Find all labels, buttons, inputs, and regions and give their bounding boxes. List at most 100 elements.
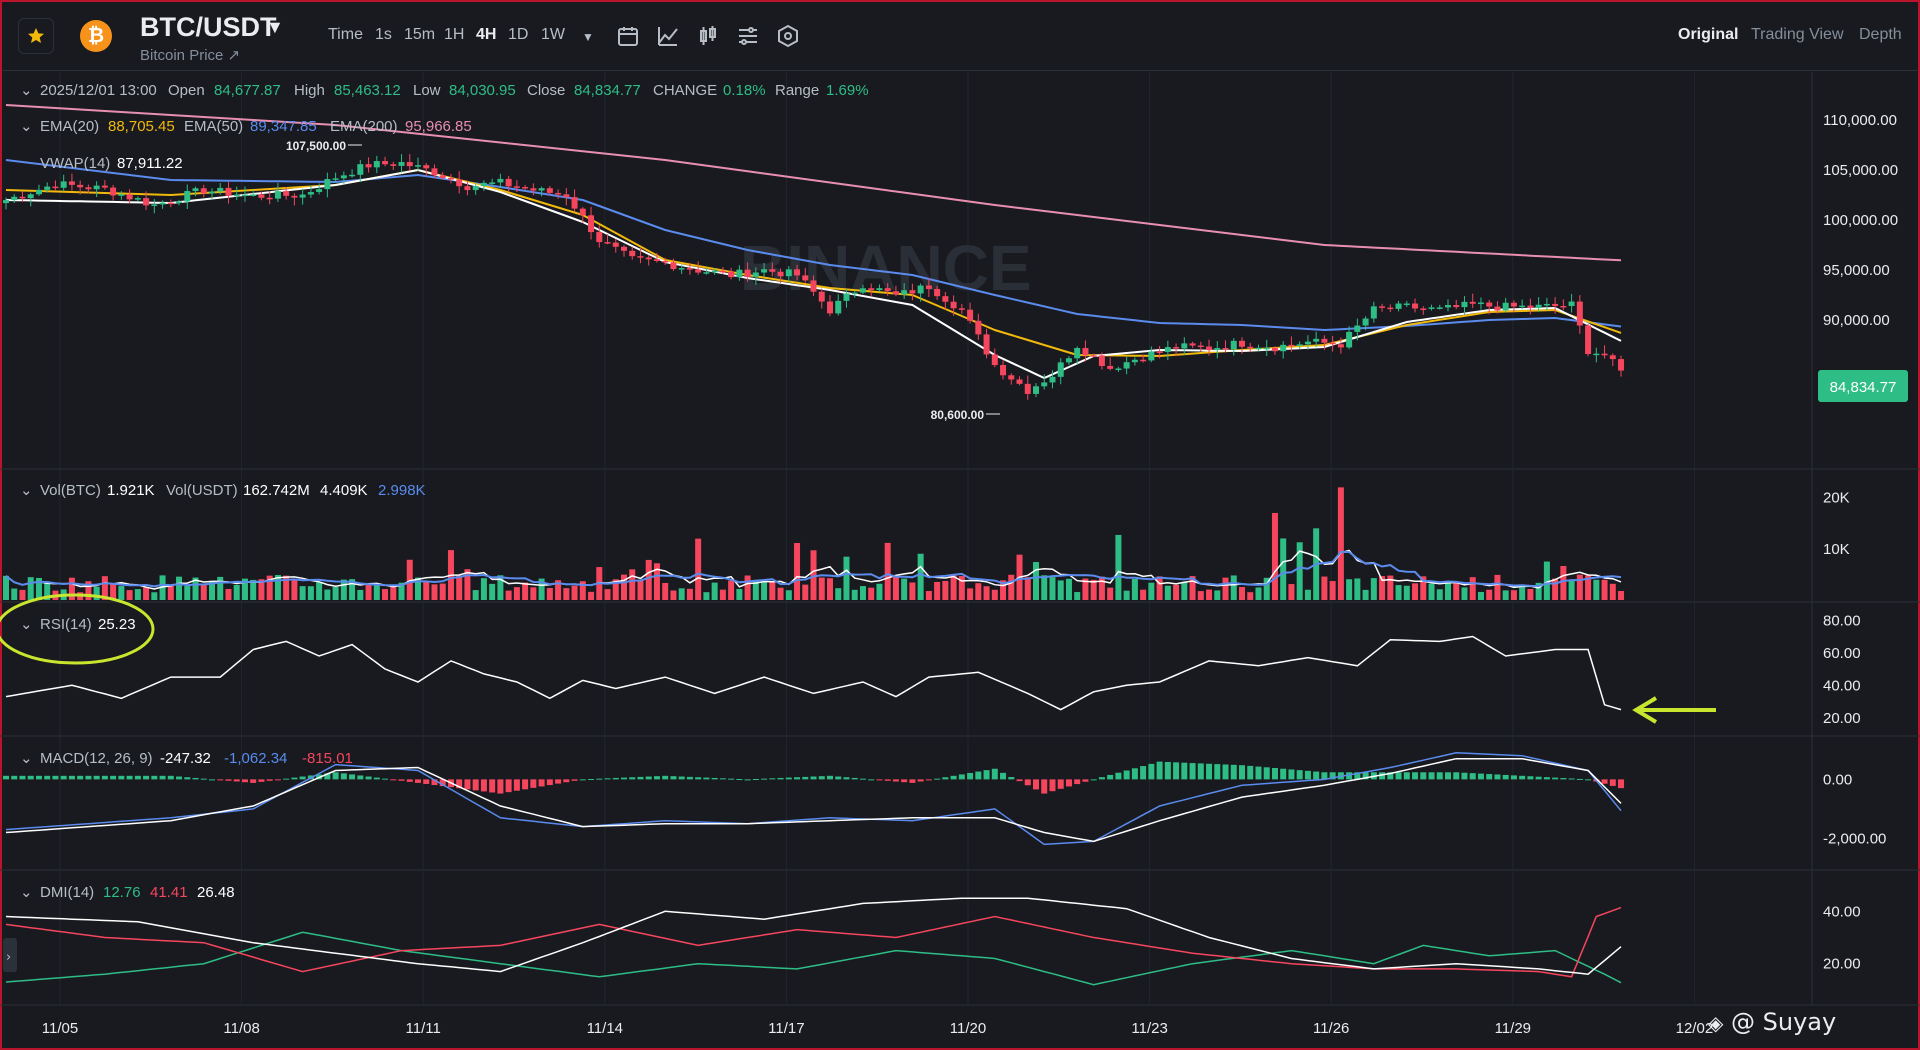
rsi-axis: 80.00 60.00 40.00 20.00 bbox=[1823, 612, 1861, 727]
volume-bar bbox=[810, 550, 817, 600]
pair-dropdown-icon[interactable]: ▼ bbox=[266, 17, 284, 37]
rsi-collapse-icon[interactable]: ⌄ bbox=[20, 616, 33, 633]
pair-title[interactable]: BTC/USDT bbox=[140, 12, 277, 42]
candle-type-icon[interactable] bbox=[696, 24, 720, 48]
volume-bar bbox=[3, 575, 9, 600]
timeframe-15m[interactable]: 15m bbox=[404, 26, 436, 43]
tab-depth[interactable]: Depth bbox=[1859, 26, 1902, 43]
volume-bar bbox=[1222, 577, 1229, 600]
candle-body bbox=[1576, 301, 1583, 326]
indicator-icon[interactable] bbox=[656, 24, 680, 48]
candle-body bbox=[1403, 303, 1410, 306]
candle-body bbox=[27, 194, 34, 199]
volume-bar bbox=[398, 582, 405, 600]
volume-bar bbox=[909, 582, 916, 600]
pair-subtitle-link[interactable]: Bitcoin Price ↗ bbox=[140, 47, 241, 64]
candle-body bbox=[868, 288, 875, 291]
volume-bar bbox=[1033, 562, 1039, 600]
candle-body bbox=[365, 164, 372, 168]
macd-histogram-bar bbox=[464, 779, 471, 790]
volume-bar bbox=[588, 591, 595, 600]
candle-body bbox=[299, 194, 306, 198]
candle-body bbox=[810, 280, 817, 292]
macd-histogram-bar bbox=[266, 779, 273, 781]
volume-bar bbox=[1214, 590, 1221, 600]
candle-body bbox=[1593, 353, 1600, 356]
timeframe-4h[interactable]: 4H bbox=[476, 26, 497, 43]
candle-body bbox=[859, 288, 866, 293]
candle-body bbox=[653, 259, 660, 261]
dmi-collapse-icon[interactable]: ⌄ bbox=[20, 884, 33, 901]
volume-bar bbox=[118, 586, 125, 600]
hexagon-settings-icon[interactable] bbox=[776, 24, 800, 48]
candle-body bbox=[1337, 344, 1344, 348]
timeframe-1h[interactable]: 1H bbox=[444, 26, 465, 43]
timeframe-time[interactable]: Time bbox=[328, 26, 363, 43]
macd-tick-label: -2,000.00 bbox=[1823, 830, 1886, 847]
candle-body bbox=[1140, 359, 1147, 362]
candle-body bbox=[1395, 303, 1402, 309]
volume-bar bbox=[1255, 587, 1262, 600]
legend-collapse-icon[interactable]: ⌄ bbox=[20, 82, 33, 99]
macd-histogram-bar bbox=[241, 779, 248, 783]
macd-collapse-icon[interactable]: ⌄ bbox=[20, 750, 33, 767]
volume-bar bbox=[332, 586, 339, 600]
volume-bar bbox=[1049, 577, 1056, 600]
rsi-tick-label: 40.00 bbox=[1823, 677, 1861, 694]
candle-body bbox=[1453, 305, 1460, 308]
candle-body bbox=[719, 270, 726, 273]
layout-settings-icon[interactable] bbox=[736, 24, 760, 48]
bitcoin-logo-icon: ₿ bbox=[80, 20, 112, 52]
timeframe-1w[interactable]: 1W bbox=[541, 26, 565, 43]
volume-bar bbox=[637, 579, 644, 600]
volume-bar bbox=[217, 576, 224, 600]
candle-body bbox=[1239, 340, 1245, 347]
favorite-button[interactable] bbox=[18, 18, 54, 54]
candlestick-series bbox=[3, 154, 1625, 400]
tab-trading-view[interactable]: Trading View bbox=[1751, 26, 1844, 43]
volume-bar bbox=[1395, 585, 1402, 600]
ema-collapse-icon[interactable]: ⌄ bbox=[20, 118, 33, 135]
volume-bar bbox=[151, 592, 158, 600]
macd-histogram-bar bbox=[1552, 777, 1559, 780]
macd-histogram-bar bbox=[1510, 775, 1517, 780]
macd-histogram-bar bbox=[489, 779, 496, 793]
macd-histogram-bar bbox=[835, 776, 842, 780]
ohlc-date: 2025/12/01 13:00 bbox=[40, 82, 157, 99]
volume-bar bbox=[1593, 579, 1600, 600]
timeframe-1s[interactable]: 1s bbox=[375, 26, 392, 43]
candle-body bbox=[1313, 338, 1320, 342]
more-timeframes-icon[interactable]: ▼ bbox=[582, 30, 594, 44]
volume-bar bbox=[209, 581, 215, 600]
volume-bar bbox=[1181, 581, 1188, 600]
volume-bar bbox=[497, 575, 504, 600]
volume-bar bbox=[835, 588, 842, 600]
volume-bar bbox=[967, 588, 974, 600]
candle-body bbox=[250, 194, 257, 196]
tab-original[interactable]: Original bbox=[1678, 26, 1739, 43]
volume-bar bbox=[464, 569, 471, 600]
ema20-label: EMA(20) bbox=[40, 118, 99, 135]
macd-histogram-bar bbox=[1247, 765, 1254, 780]
volume-bar bbox=[876, 583, 883, 600]
candle-body bbox=[1214, 348, 1221, 351]
rsi-highlight-circle bbox=[0, 593, 155, 665]
macd-histogram-bar bbox=[1436, 772, 1443, 780]
volume-collapse-icon[interactable]: ⌄ bbox=[20, 482, 33, 499]
volume-bar bbox=[373, 584, 380, 600]
candle-body bbox=[950, 301, 957, 309]
volume-bar bbox=[1230, 575, 1237, 600]
macd-histogram-bar bbox=[752, 779, 759, 781]
candle-body bbox=[1346, 331, 1353, 348]
scroll-left-handle[interactable]: › bbox=[3, 938, 17, 972]
macd-histogram-bar bbox=[472, 779, 479, 791]
calendar-icon[interactable] bbox=[616, 24, 640, 48]
volume-bar bbox=[1519, 586, 1526, 600]
candle-body bbox=[612, 242, 619, 247]
timeframe-1d[interactable]: 1D bbox=[508, 26, 529, 43]
volume-bar bbox=[1535, 582, 1542, 600]
macd-histogram-bar bbox=[571, 779, 578, 781]
volume-tick-label: 10K bbox=[1823, 541, 1850, 558]
macd-histogram-bar bbox=[678, 776, 685, 780]
